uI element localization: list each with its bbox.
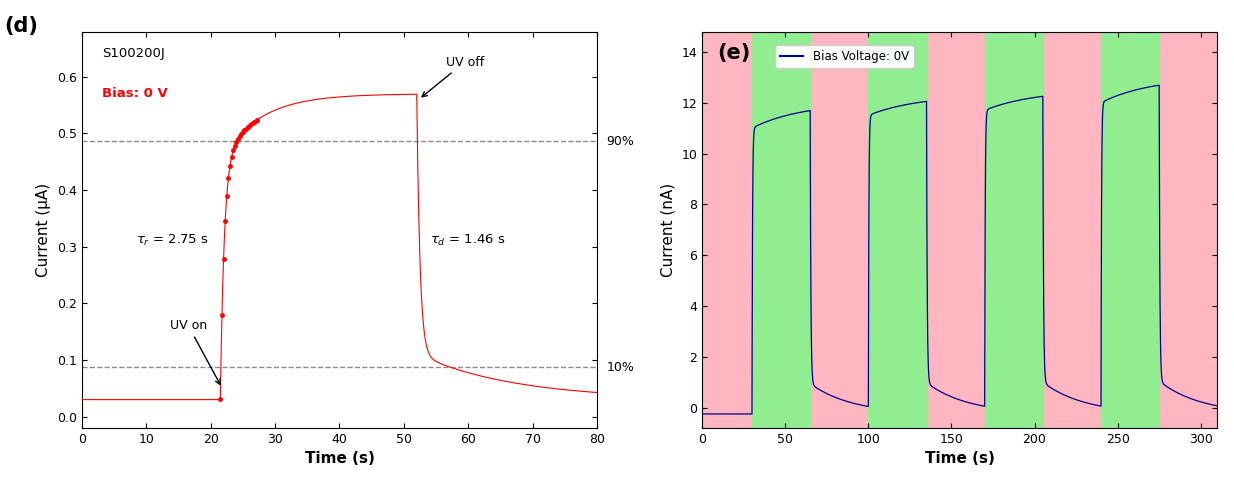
X-axis label: Time (s): Time (s) <box>924 451 995 466</box>
Text: 10%: 10% <box>607 361 634 374</box>
Bar <box>1159 31 1217 428</box>
Text: UV on: UV on <box>169 319 220 384</box>
Bar <box>752 31 811 428</box>
Bar <box>702 31 752 428</box>
Y-axis label: Current (μA): Current (μA) <box>37 183 52 277</box>
Legend: Bias Voltage: 0V: Bias Voltage: 0V <box>775 45 913 68</box>
Bar <box>1043 31 1101 428</box>
Text: (d): (d) <box>5 15 38 36</box>
Bar <box>927 31 985 428</box>
Bar <box>811 31 869 428</box>
Text: S100200J: S100200J <box>102 47 165 60</box>
Text: Bias: 0 V: Bias: 0 V <box>102 87 168 100</box>
Bar <box>985 31 1043 428</box>
Bar <box>1101 31 1159 428</box>
Bar <box>869 31 927 428</box>
Text: UV off: UV off <box>422 56 484 97</box>
Y-axis label: Current (nA): Current (nA) <box>661 183 676 277</box>
X-axis label: Time (s): Time (s) <box>305 451 374 466</box>
Text: (e): (e) <box>718 43 750 63</box>
Text: $\tau_d$ = 1.46 s: $\tau_d$ = 1.46 s <box>431 233 506 248</box>
Text: $\tau_r$ = 2.75 s: $\tau_r$ = 2.75 s <box>136 233 209 248</box>
Text: 90%: 90% <box>607 135 634 148</box>
